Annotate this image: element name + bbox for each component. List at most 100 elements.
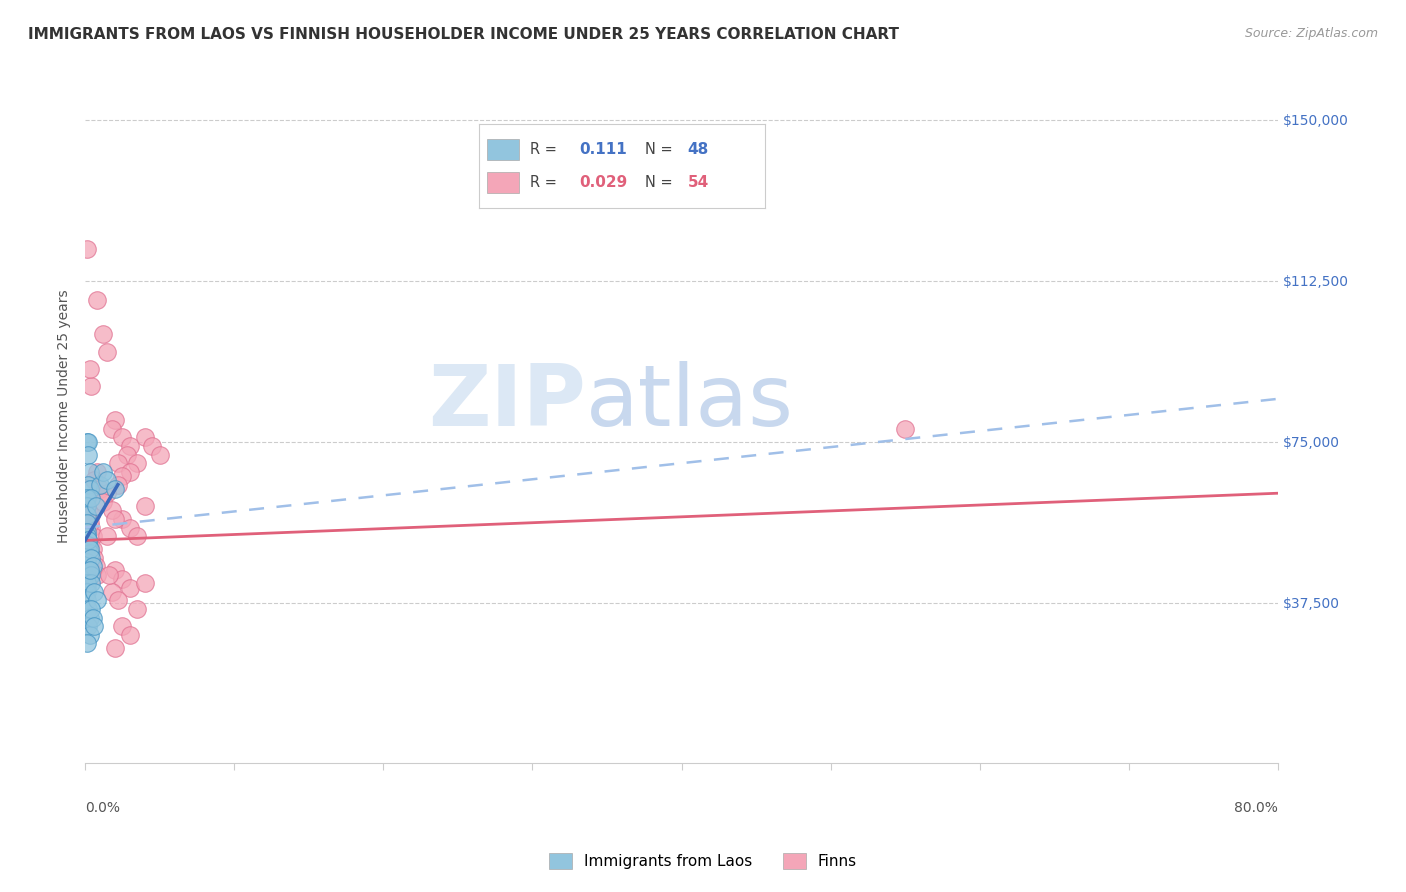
Point: [111, 430, 134, 444]
Point: [76, 593, 98, 607]
Point: [79, 546, 101, 560]
Point: [76, 550, 98, 565]
Point: [89, 482, 111, 496]
Point: [76, 576, 98, 591]
Point: [101, 422, 124, 436]
Point: [76, 491, 98, 505]
Point: [141, 439, 163, 453]
Point: [79, 628, 101, 642]
Point: [76, 585, 98, 599]
Point: [80, 602, 103, 616]
Point: [83, 474, 105, 488]
Point: [91, 495, 114, 509]
Point: [76, 564, 98, 578]
Point: [79, 361, 101, 376]
Point: [118, 628, 141, 642]
Point: [84, 559, 107, 574]
Text: atlas: atlas: [586, 360, 794, 443]
Point: [127, 529, 149, 543]
Point: [97, 567, 120, 582]
Point: [77, 619, 100, 633]
Point: [76, 541, 98, 556]
Point: [77, 602, 100, 616]
Point: [79, 482, 101, 496]
Point: [86, 465, 108, 479]
Point: [118, 465, 141, 479]
Point: [82, 610, 104, 624]
Point: [76, 508, 98, 522]
Point: [104, 564, 127, 578]
Point: [82, 541, 104, 556]
Text: IMMIGRANTS FROM LAOS VS FINNISH HOUSEHOLDER INCOME UNDER 25 YEARS CORRELATION CH: IMMIGRANTS FROM LAOS VS FINNISH HOUSEHOL…: [28, 27, 898, 42]
Legend: Immigrants from Laos, Finns: Immigrants from Laos, Finns: [543, 847, 863, 875]
Point: [76, 499, 98, 513]
Point: [80, 550, 103, 565]
Point: [107, 593, 129, 607]
Point: [104, 640, 127, 655]
Text: Source: ZipAtlas.com: Source: ZipAtlas.com: [1244, 27, 1378, 40]
Point: [77, 477, 100, 491]
Text: 0.0%: 0.0%: [86, 801, 120, 815]
Point: [76, 529, 98, 543]
Point: [134, 499, 156, 513]
Point: [118, 520, 141, 534]
Point: [101, 503, 124, 517]
Point: [96, 486, 118, 500]
Point: [86, 567, 108, 582]
Point: [80, 491, 103, 505]
Point: [111, 469, 134, 483]
Point: [80, 576, 103, 591]
Point: [96, 474, 118, 488]
Point: [89, 477, 111, 491]
Point: [118, 581, 141, 595]
Point: [77, 448, 100, 462]
Point: [84, 499, 107, 513]
Point: [107, 456, 129, 470]
Point: [77, 546, 100, 560]
Point: [76, 524, 98, 539]
Point: [76, 242, 98, 256]
Point: [77, 572, 100, 586]
Point: [76, 555, 98, 569]
Point: [104, 413, 127, 427]
Point: [77, 533, 100, 548]
Point: [111, 619, 134, 633]
Point: [76, 516, 98, 531]
Point: [104, 482, 127, 496]
Point: [894, 422, 917, 436]
Point: [104, 512, 127, 526]
Point: [83, 585, 105, 599]
Point: [134, 430, 156, 444]
Point: [77, 434, 100, 449]
Point: [86, 293, 108, 308]
Point: [79, 465, 101, 479]
Point: [115, 448, 138, 462]
Point: [77, 503, 100, 517]
Y-axis label: Householder Income Under 25 years: Householder Income Under 25 years: [58, 289, 72, 543]
Point: [77, 538, 100, 552]
Point: [80, 379, 103, 393]
Point: [80, 508, 103, 522]
Point: [91, 465, 114, 479]
Point: [79, 541, 101, 556]
Point: [111, 572, 134, 586]
Point: [76, 559, 98, 574]
Point: [111, 512, 134, 526]
Text: ZIP: ZIP: [429, 360, 586, 443]
Point: [79, 516, 101, 531]
Point: [79, 564, 101, 578]
Point: [76, 434, 98, 449]
Point: [79, 538, 101, 552]
Point: [127, 602, 149, 616]
Point: [86, 593, 108, 607]
Point: [134, 576, 156, 591]
Point: [127, 456, 149, 470]
Point: [77, 533, 100, 548]
Point: [96, 529, 118, 543]
Point: [83, 619, 105, 633]
Point: [82, 529, 104, 543]
Point: [76, 636, 98, 650]
Point: [107, 477, 129, 491]
Point: [82, 559, 104, 574]
Point: [101, 585, 124, 599]
